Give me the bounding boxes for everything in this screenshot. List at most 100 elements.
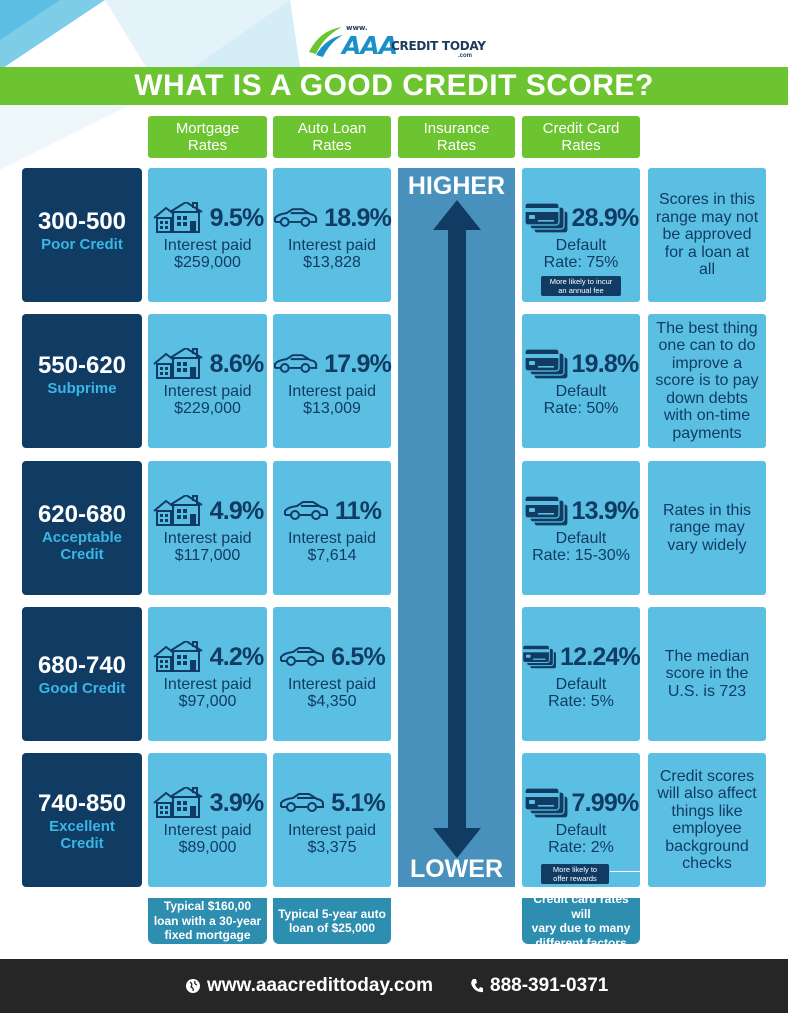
default-label: Default [555,822,607,839]
score-label: Poor Credit [41,236,123,253]
mortgage-label: Interest paid [163,383,252,400]
connector-line [643,283,644,872]
mortgage-cell: 9.5% Interest paid $259,000 [148,168,267,302]
default-label: Default [555,383,607,400]
credit-card-icon [523,787,569,819]
house-icon [152,787,203,818]
page-title: WHAT IS A GOOD CREDIT SCORE? [134,69,654,102]
mortgage-label: Interest paid [163,822,252,839]
note-cell: Scores in this range may not be approved… [648,168,766,302]
mortgage-rate: 9.5% [209,203,265,232]
credit-card-icon [523,495,569,527]
brand-logo[interactable]: www. AAA CREDIT TODAY .com [306,22,486,62]
insurance-higher-label: HIGHER [407,172,506,200]
auto-loan-label: Interest paid [287,530,377,547]
column-header-auto: Auto Loan Rates [273,116,391,158]
annual-fee-tag: More likely to incur an annual fee [541,276,621,296]
house-icon [152,202,203,233]
mortgage-interest: $229,000 [174,400,241,417]
auto-loan-interest: $4,350 [307,693,357,710]
default-rate: Rate: 2% [548,839,614,856]
default-rate: Rate: 15-30% [532,547,630,564]
default-rate: Rate: 50% [543,400,619,417]
note-cell: Rates in this range may vary widely [648,461,766,595]
credit-card-rate: 12.24% [560,642,641,671]
mortgage-cell: 8.6% Interest paid $229,000 [148,314,267,448]
auto-loan-label: Interest paid [287,237,377,254]
title-band: WHAT IS A GOOD CREDIT SCORE? [0,67,788,105]
footer-bar: www.aaacredittoday.com 888-391-0371 [0,959,788,1013]
mortgage-interest: $89,000 [178,839,237,856]
insurance-scale: HIGHER LOWER [398,168,515,887]
auto-loan-cell: 11% Interest paid $7,614 [273,461,391,595]
credit-card-icon [523,202,569,234]
note-text: Credit scores will also affect things li… [657,767,757,873]
auto-loan-rate: 18.9% [324,203,392,232]
note-text: Rates in this range may vary widely [662,501,752,554]
credit-card-rate: 13.9% [571,496,640,525]
mortgage-rate: 3.9% [209,788,265,817]
double-arrow-icon [433,200,481,858]
default-label: Default [555,237,607,254]
score-label: Acceptable Credit [41,529,123,563]
auto-loan-interest: $13,009 [303,400,361,417]
insurance-lower-label: LOWER [409,855,504,883]
auto-loan-cell: 18.9% Interest paid $13,828 [273,168,392,302]
note-cell: Credit scores will also affect things li… [648,753,766,887]
car-icon [283,501,328,520]
score-range-740-850: 740-850 Excellent Credit [22,753,142,887]
car-icon [280,793,325,812]
column-header-insurance: Insurance Rates [398,116,515,158]
mortgage-label: Interest paid [163,676,252,693]
globe-icon [186,979,200,993]
column-header-mortgage: Mortgage Rates [148,116,267,158]
mortgage-label: Interest paid [163,237,252,254]
connector-line [640,283,644,284]
phone-number[interactable]: 888-391-0371 [490,975,609,996]
auto-loan-rate: 5.1% [331,788,386,817]
mortgage-cell: 4.9% Interest paid $117,000 [148,461,267,595]
brand-aaa: AAA [342,31,398,60]
mortgage-interest: $97,000 [178,693,237,710]
auto-loan-cell: 6.5% Interest paid $4,350 [273,607,391,741]
auto-loan-interest: $7,614 [307,547,357,564]
credit-card-rate: 28.9% [571,203,640,232]
house-icon [152,495,203,526]
credit-card-rate: 19.8% [571,349,640,378]
website-link[interactable]: www.aaacredittoday.com [207,975,433,996]
credit-card-icon [523,348,569,380]
score-range-300-500: 300-500 Poor Credit [22,168,142,302]
car-icon [273,208,318,227]
mortgage-label: Interest paid [163,530,252,547]
car-icon [273,354,318,373]
auto-loan-cell: 17.9% Interest paid $13,009 [273,314,392,448]
score-range: 680-740 [37,652,127,679]
mortgage-cell: 4.2% Interest paid $97,000 [148,607,267,741]
mortgage-rate: 8.6% [209,349,265,378]
brand-www: www. [346,24,368,32]
default-rate: Rate: 75% [543,254,619,271]
credit-card-cell: 12.24% Default Rate: 5% [522,607,641,741]
score-range: 620-680 [37,501,127,528]
auto-loan-interest: $13,828 [303,254,361,271]
phone-icon [471,979,483,993]
default-label: Default [555,676,607,693]
note-text: The best thing one can to do improve a s… [655,319,759,442]
footer-phone[interactable]: 888-391-0371 [470,975,608,997]
brand-name: CREDIT TODAY [391,39,486,53]
note-cell: The best thing one can to do improve a s… [648,314,766,448]
mortgage-interest: $259,000 [174,254,241,271]
credit-card-cell: 13.9% Default Rate: 15-30% [522,461,640,595]
house-icon [152,348,203,379]
score-label: Excellent Credit [49,818,115,852]
score-range-550-620: 550-620 Subprime [22,314,142,448]
note-text: Scores in this range may not be approved… [655,191,759,279]
mortgage-rate: 4.9% [209,496,265,525]
default-rate: Rate: 5% [548,693,614,710]
footer-website[interactable]: www.aaacredittoday.com [185,975,433,997]
score-range: 740-850 [37,790,127,817]
car-icon [280,647,325,666]
auto-loan-rate: 11% [334,496,382,525]
note-cell: The median score in the U.S. is 723 [648,607,766,741]
note-text: The median score in the U.S. is 723 [664,647,750,700]
